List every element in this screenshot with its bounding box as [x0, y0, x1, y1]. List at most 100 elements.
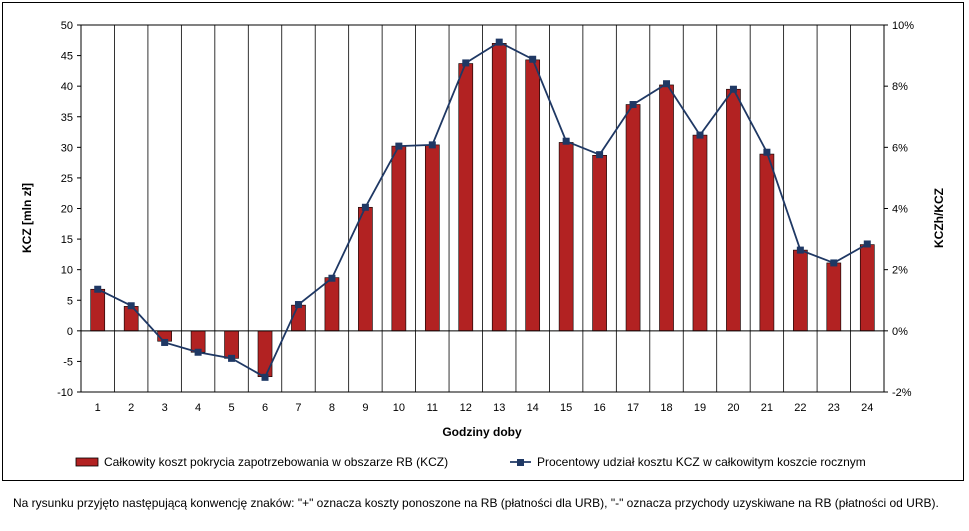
left-tick-label: -10	[57, 387, 73, 399]
x-tick-label: 19	[694, 402, 706, 414]
line-point-20	[729, 85, 737, 93]
line-point-18	[663, 80, 671, 88]
bar-18	[659, 84, 674, 332]
right-tick-label: 4%	[892, 204, 908, 216]
bar-20	[726, 88, 741, 332]
line-point-13	[495, 38, 503, 46]
line-point-8	[328, 274, 336, 282]
bar-17	[625, 104, 641, 332]
bar-11	[424, 144, 440, 332]
x-tick-label: 8	[329, 402, 335, 414]
x-tick-label: 9	[362, 402, 368, 414]
left-tick-label: 0	[67, 326, 73, 338]
left-tick-label: 45	[61, 51, 73, 63]
left-axis-ticks: -10 -5 0 5 10 15 20 25 30 35 40 45 50	[57, 20, 81, 399]
bar-19	[692, 134, 708, 332]
bar-24	[859, 244, 875, 332]
line-point-15	[562, 137, 570, 145]
bar-13	[491, 43, 507, 332]
x-tick-label: 2	[128, 402, 134, 414]
left-axis-title: KCZ [mln zł]	[20, 183, 34, 253]
right-tick-label: 10%	[892, 20, 914, 32]
left-tick-label: -5	[63, 356, 73, 368]
left-tick-label: 50	[61, 20, 73, 32]
right-tick-label: 8%	[892, 81, 908, 93]
x-tick-label: 10	[393, 402, 405, 414]
line-point-1	[94, 285, 102, 293]
line-point-14	[529, 55, 537, 63]
x-tick-label: 6	[262, 402, 268, 414]
x-tick-label: 15	[560, 402, 572, 414]
legend-label-line: Procentowy udział kosztu KCZ w całkowity…	[537, 455, 866, 469]
line-point-3	[161, 338, 169, 346]
bar-23	[826, 262, 842, 332]
bar-1	[90, 288, 106, 332]
legend-swatch-bar	[75, 457, 99, 467]
bar-22	[793, 249, 808, 332]
line-series	[94, 38, 871, 381]
bar-9	[358, 206, 373, 332]
footnote: Na rysunku przyjęto następującą konwencj…	[13, 496, 939, 510]
left-tick-label: 20	[61, 204, 73, 216]
line-point-17	[629, 101, 637, 109]
legend-swatch-marker	[517, 459, 524, 466]
x-tick-label: 13	[493, 402, 505, 414]
line-point-21	[763, 148, 771, 156]
x-tick-label: 20	[727, 402, 739, 414]
bar-7	[291, 304, 306, 332]
line-point-9	[361, 203, 369, 211]
left-tick-label: 30	[61, 142, 73, 154]
left-tick-label: 5	[67, 295, 73, 307]
left-tick-label: 25	[61, 173, 73, 185]
legend: Całkowity koszt pokrycia zapotrzebowania…	[75, 455, 866, 469]
x-tick-label: 14	[527, 402, 539, 414]
right-tick-label: -2%	[892, 387, 912, 399]
bar-16	[592, 154, 607, 332]
left-tick-label: 35	[61, 112, 73, 124]
bar-15	[558, 142, 574, 332]
right-tick-label: 2%	[892, 265, 908, 277]
bar-series	[90, 43, 875, 378]
line-point-2	[127, 302, 135, 310]
line-point-11	[428, 141, 436, 149]
x-axis-title: Godziny doby	[442, 425, 522, 439]
x-tick-label: 17	[627, 402, 639, 414]
line-point-23	[830, 259, 838, 267]
chart-frame: -10 -5 0 5 10 15 20 25 30 35 40 45 50 -2% 0% 2% 4% 6% 8% 1…	[2, 2, 964, 481]
x-tick-label: 11	[427, 402, 438, 414]
x-tick-label: 1	[95, 402, 101, 414]
left-tick-label: 10	[61, 265, 73, 277]
x-tick-label: 21	[761, 402, 773, 414]
bar-14	[525, 59, 541, 332]
x-tick-label: 12	[460, 402, 472, 414]
bar-21	[759, 153, 775, 332]
x-tick-label: 22	[794, 402, 806, 414]
x-tick-label: 7	[295, 402, 301, 414]
line-point-16	[596, 151, 604, 159]
x-tick-label: 4	[195, 402, 201, 414]
left-tick-label: 40	[61, 81, 73, 93]
right-tick-label: 6%	[892, 142, 908, 154]
bar-8	[324, 277, 340, 332]
bar-10	[391, 145, 407, 332]
line-point-5	[228, 354, 236, 362]
line-point-7	[294, 301, 302, 309]
x-axis-ticks: 1 2 3 4 5 6 7 8 9 10 11 12 13 14 15 16 17 18 19 20 21 22 23 24	[95, 402, 874, 414]
line-point-24	[863, 240, 871, 248]
line-point-10	[395, 142, 403, 150]
line-point-12	[462, 59, 470, 67]
x-tick-label: 23	[828, 402, 840, 414]
x-tick-label: 18	[660, 402, 672, 414]
bar-12	[458, 63, 474, 332]
bar-6	[257, 330, 273, 378]
right-axis-title: KCZh/KCZ	[932, 188, 946, 248]
percent-share-line	[97, 41, 868, 379]
x-tick-label: 16	[593, 402, 605, 414]
left-tick-label: 15	[61, 234, 73, 246]
line-point-22	[796, 246, 804, 254]
line-point-6	[261, 373, 269, 381]
x-tick-label: 3	[162, 402, 168, 414]
legend-label-bar: Całkowity koszt pokrycia zapotrzebowania…	[104, 455, 448, 469]
x-tick-label: 24	[861, 402, 873, 414]
